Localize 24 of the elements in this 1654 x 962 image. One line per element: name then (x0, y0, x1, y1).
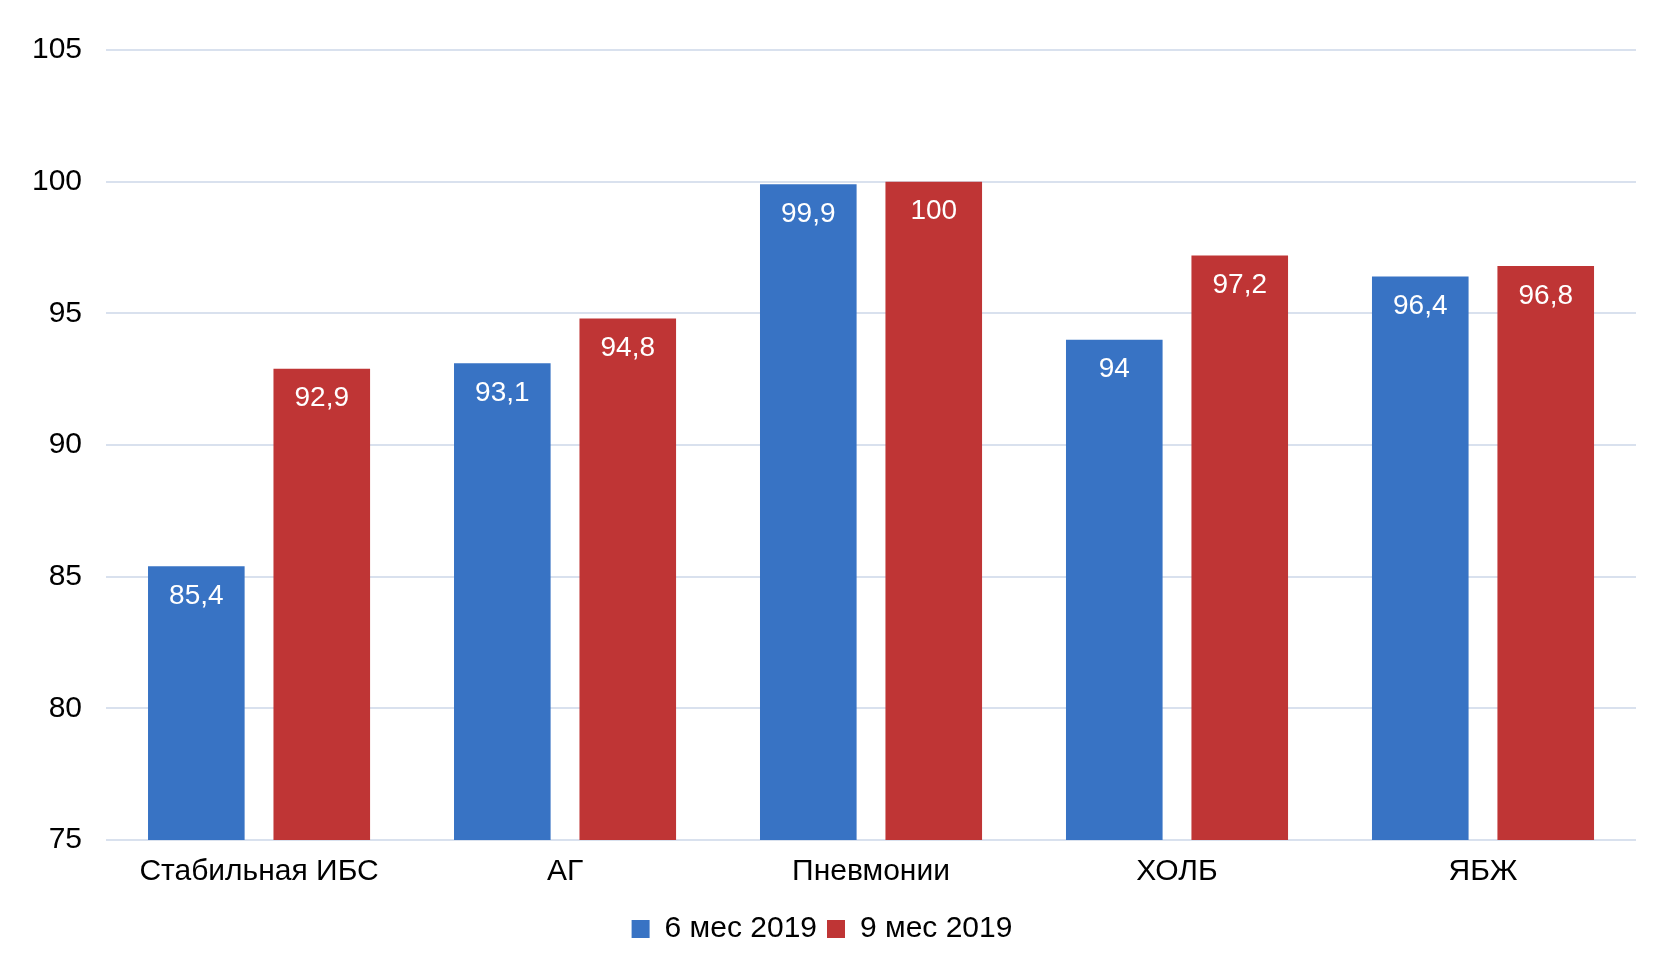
data-label: 100 (910, 194, 958, 226)
y-tick-label: 80 (48, 689, 83, 723)
y-tick-label: 90 (48, 426, 83, 460)
x-tick-label: АГ (546, 853, 584, 887)
data-label: 94 (1098, 352, 1130, 384)
data-label: 94,8 (600, 331, 656, 363)
data-label: 97,2 (1212, 268, 1267, 300)
data-label: 85,4 (169, 578, 224, 610)
y-tick-label: 75 (48, 821, 83, 855)
data-label: 93,1 (475, 376, 530, 408)
data-label: 99,9 (781, 197, 836, 229)
x-tick-label: Пневмонии (792, 853, 950, 887)
x-tick-label: ХОЛБ (1136, 853, 1218, 887)
y-tick-label: 95 (48, 294, 83, 328)
data-label: 92,9 (294, 381, 350, 413)
data-label: 96,8 (1518, 278, 1573, 310)
legend-label: 9 мес 2019 (860, 910, 1013, 944)
x-tick-label: Стабильная ИБС (139, 853, 379, 887)
data-label: 96,4 (1393, 289, 1448, 321)
y-tick-label: 85 (48, 557, 83, 591)
legend-label: 6 мес 2019 (664, 910, 817, 944)
x-tick-label: ЯБЖ (1448, 853, 1518, 887)
y-tick-label: 100 (31, 162, 83, 196)
y-tick-label: 105 (31, 31, 83, 65)
